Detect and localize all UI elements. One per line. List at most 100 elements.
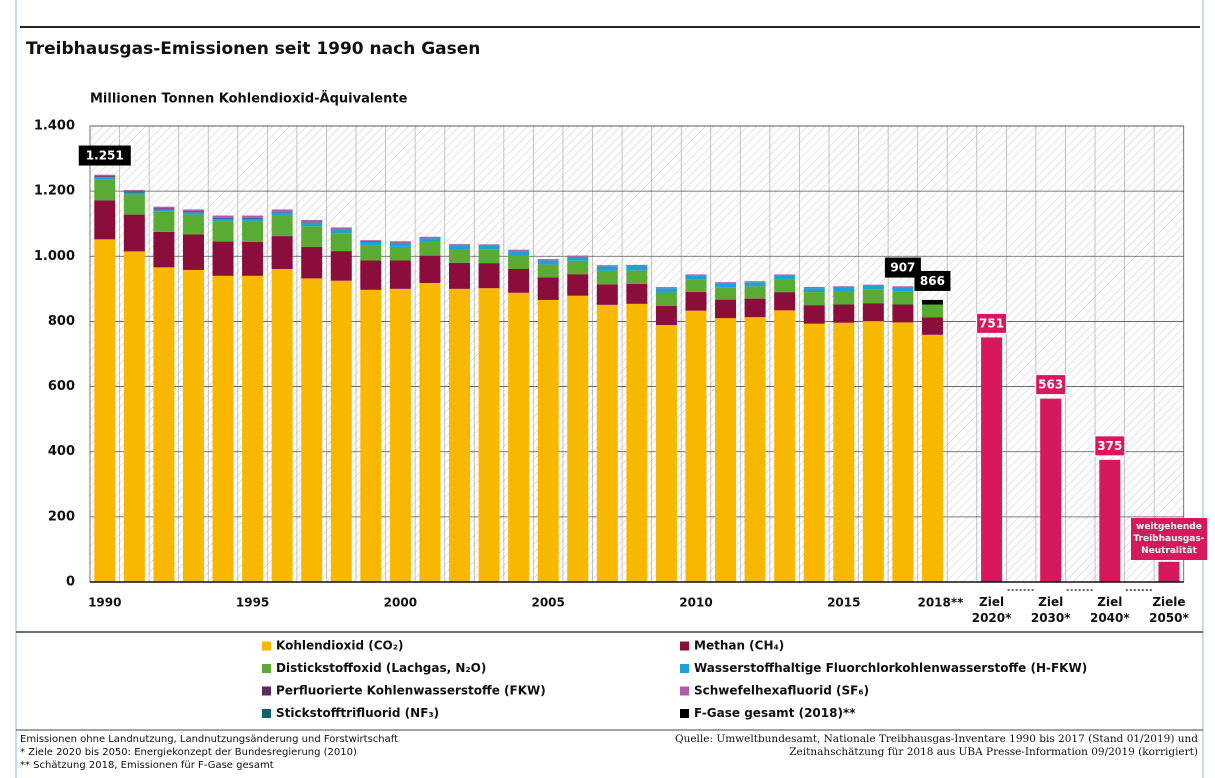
target-bar xyxy=(1099,459,1121,582)
bar-segment xyxy=(685,310,707,582)
chart-title: Treibhausgas-Emissionen seit 1990 nach G… xyxy=(26,39,480,59)
bar-segment xyxy=(478,249,500,264)
bar-segment xyxy=(596,284,618,305)
bar-segment xyxy=(803,288,825,293)
bar-segment xyxy=(626,266,648,271)
bar-segment xyxy=(360,240,382,242)
bar-segment xyxy=(833,291,855,305)
bar-segment xyxy=(182,211,204,213)
bar-segment xyxy=(330,230,352,234)
bar-segment xyxy=(685,275,707,280)
legend-swatch xyxy=(262,709,271,718)
bar-segment xyxy=(715,299,737,319)
y-tick-label: 1.000 xyxy=(34,249,75,264)
bar-segment xyxy=(862,289,884,304)
bar-segment xyxy=(862,321,884,582)
bar-segment xyxy=(892,291,914,305)
bar-segment xyxy=(655,325,677,582)
bar-segment xyxy=(626,283,648,304)
bar-segment xyxy=(271,211,293,213)
bar-segment xyxy=(803,287,825,289)
bar-segment xyxy=(478,263,500,289)
bar-segment xyxy=(833,286,855,288)
bar-segment xyxy=(478,244,500,246)
target-label-bg xyxy=(976,312,1008,334)
bar-segment xyxy=(626,270,648,284)
bar-segment xyxy=(360,289,382,582)
bar-segment xyxy=(567,274,589,296)
bar-segment xyxy=(921,334,943,582)
bar-segment xyxy=(892,322,914,582)
bar-segment xyxy=(803,323,825,582)
bar-segment xyxy=(921,299,943,305)
bar-segment xyxy=(94,177,116,180)
bar-segment xyxy=(537,259,559,261)
target-label: weitgehende Treibhausgas-Neutralität xyxy=(1130,517,1207,560)
legend-swatch xyxy=(262,641,271,651)
bar-segment xyxy=(655,288,677,293)
legend-swatch xyxy=(680,641,689,651)
target-bar xyxy=(981,337,1003,582)
bar-segment xyxy=(123,214,145,252)
bar-segment xyxy=(330,280,352,582)
bar-segment xyxy=(389,260,411,289)
bar-segment xyxy=(892,286,914,288)
bar-segment xyxy=(567,260,589,275)
bar-segment xyxy=(330,227,352,230)
total-label-bg xyxy=(914,270,951,291)
bar-segment xyxy=(744,286,766,299)
bar-segment xyxy=(153,208,175,210)
bar-segment xyxy=(449,244,470,246)
bar-segment xyxy=(94,176,116,178)
footnote: ** Schätzung 2018, Emissionen für F-Gase… xyxy=(20,760,274,771)
x-tick-label: 2018** xyxy=(917,596,964,610)
bar-segment xyxy=(301,278,323,582)
bar-segment xyxy=(360,245,382,261)
bar-segment xyxy=(242,241,264,276)
x-tick-label-box: Ziel 2020* xyxy=(972,595,1012,625)
bar-segment xyxy=(537,264,559,278)
bar-segment xyxy=(892,304,914,323)
bar-segment xyxy=(596,266,618,271)
bar-segment xyxy=(744,317,766,582)
bar-segment xyxy=(803,292,825,306)
bar-segment xyxy=(567,255,589,257)
bar-segment xyxy=(833,287,855,292)
y-tick-label: 400 xyxy=(48,444,75,459)
bar-segment xyxy=(774,292,796,311)
x-tick-label-box: Ziele 2050* xyxy=(1149,595,1189,625)
target-label: 375 xyxy=(1097,439,1122,453)
bar-segment xyxy=(153,231,175,268)
target-bar xyxy=(1158,561,1180,582)
legend-swatch xyxy=(680,709,689,718)
bar-segment xyxy=(833,322,855,582)
bar-segment xyxy=(123,192,145,195)
y-tick-label: 0 xyxy=(66,575,75,590)
bar-segment xyxy=(626,303,648,582)
bar-segment xyxy=(94,174,116,177)
bar-segment xyxy=(715,283,737,288)
bar-segment xyxy=(182,214,204,235)
x-tick-label: 2015 xyxy=(827,596,860,610)
bar-segment xyxy=(389,241,411,243)
bar-segment xyxy=(271,209,293,212)
bar-segment xyxy=(212,241,234,276)
bar-segment xyxy=(774,274,796,276)
bar-segment xyxy=(685,291,707,311)
x-tick-label: 1990 xyxy=(88,596,121,610)
target-bar xyxy=(1040,398,1062,582)
bar-segment xyxy=(212,215,234,218)
bar-segment xyxy=(685,279,707,292)
bar-segment xyxy=(123,191,145,193)
bar-segment xyxy=(153,267,175,582)
target-label: 751 xyxy=(979,316,1004,330)
y-tick-label: 800 xyxy=(48,314,75,329)
bar-segment xyxy=(833,304,855,323)
bar-segment xyxy=(419,236,441,239)
legend-label: Distickstoffoxid (Lachgas, N₂O) xyxy=(276,661,486,675)
bar-segment xyxy=(153,209,175,212)
bar-segment xyxy=(596,270,618,285)
bar-segment xyxy=(271,212,293,216)
legend-label: Perfluorierte Kohlenwasserstoffe (FKW) xyxy=(276,684,546,698)
